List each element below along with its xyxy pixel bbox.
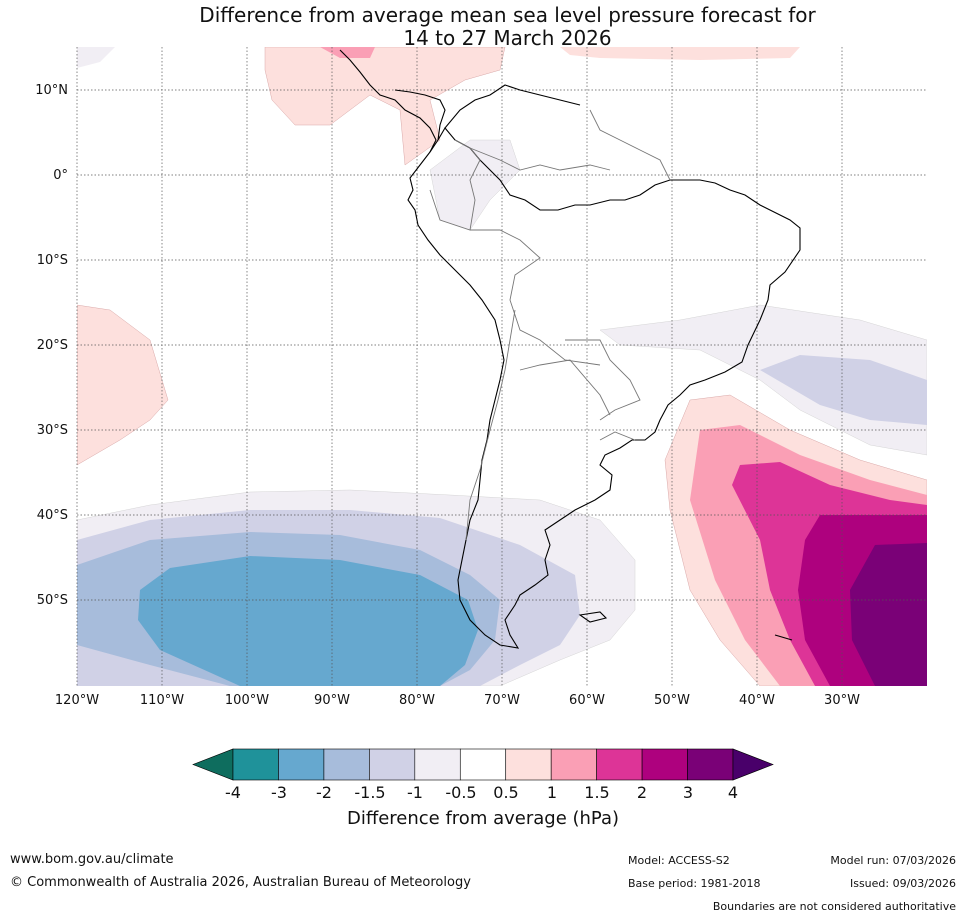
central-america-pacific-coast [394,89,446,141]
footer-model: Model: ACCESS-S2 [628,854,730,867]
border-uruguay [599,431,636,441]
colorbar-tick: 2 [636,783,648,802]
footer-disclaimer: Boundaries are not considered authoritat… [712,900,956,913]
anomaly-caribbean-positive [264,47,506,166]
colorbar-swatch [596,748,643,781]
anomaly-east-pacific-positive [77,304,169,466]
colorbar [192,748,774,781]
colorbar-tick: 1 [546,783,558,802]
colorbar-tick: 1.5 [584,783,610,802]
colorbar-tick: -0.5 [445,783,477,802]
lat-label-10n: 10°N [35,83,68,98]
colorbar-swatch [369,748,416,781]
graticule [76,47,927,686]
colorbar-extend-high [732,748,774,781]
anomaly-south-pacific-lower-band [77,645,230,686]
border-northern [469,147,611,171]
title-line-2: 14 to 27 March 2026 [403,26,612,50]
anomaly-southeast-pacific-negative-core [138,556,478,686]
lon-label-90w: 90°W [314,693,350,708]
colorbar-swatch [687,748,734,781]
colorbar-title: Difference from average (hPa) [346,808,620,829]
lon-label-40w: 40°W [739,693,775,708]
colorbar-swatch [414,748,461,781]
anomaly-pacific-north-negative [77,47,115,68]
colorbar-swatch [459,748,507,781]
colorbar-tick: 3 [682,783,694,802]
colorbar-tick: -4 [225,783,241,802]
lon-label-100w: 100°W [224,693,270,708]
title-line-1: Difference from average mean sea level p… [199,3,816,27]
south-georgia [774,634,793,641]
lon-label-70w: 70°W [484,693,520,708]
border-colombia [429,139,481,231]
lon-label-50w: 50°W [654,693,690,708]
footer-copyright: © Commonwealth of Australia 2026, Austra… [10,875,471,890]
colorbar-tick: 4 [727,783,739,802]
country-borders [429,109,671,541]
border-brazil-south [565,339,641,421]
lon-label-120w: 120°W [54,693,100,708]
central-america-coastline [339,49,437,153]
lon-label-60w: 60°W [569,693,605,708]
falkland-islands [578,611,608,623]
footer-base-period: Base period: 1981-2018 [628,877,761,890]
coastlines [339,49,801,649]
border-andes [465,309,516,541]
anomaly-caribbean-core [320,47,375,58]
lon-label-110w: 110°W [139,693,185,708]
border-guianas [589,109,671,181]
anomaly-south-atlantic-positive-max [850,543,927,686]
lat-label-40s: 40°S [36,508,68,523]
anomaly-south-atlantic-negative [599,304,927,456]
footer-model-run: Model run: 07/03/2026 [830,854,956,867]
lat-label-10s: 10°S [36,253,68,268]
colorbar-swatch [641,748,688,781]
border-brazil-west [470,229,601,366]
colorbar-tick-labels: -4 -3 -2 -1.5 -1 -0.5 0.5 1 1.5 2 3 4 [0,783,965,803]
border-argentina [519,359,611,416]
pressure-anomaly-field [77,47,927,686]
lat-label-20s: 20°S [36,338,68,353]
colorbar-extend-low [192,748,234,781]
lat-label-0: 0° [53,168,68,183]
footer-url: www.bom.gov.au/climate [10,852,174,867]
lat-label-30s: 30°S [36,423,68,438]
colorbar-swatch [278,748,325,781]
south-america-coastline [407,127,801,649]
caribbean-coast [444,84,581,129]
colorbar-swatch [505,748,552,781]
colorbar-tick: -1 [407,783,423,802]
colorbar-tick: 0.5 [493,783,519,802]
colorbar-swatch [323,748,370,781]
lat-label-50s: 50°S [36,593,68,608]
colorbar-tick: -1.5 [354,783,386,802]
colorbar-swatch [550,748,597,781]
colorbar-swatch [232,748,279,781]
colorbar-tick: -3 [271,783,287,802]
colorbar-tick: -2 [316,783,332,802]
lon-label-30w: 30°W [824,693,860,708]
lon-label-80w: 80°W [399,693,435,708]
anomaly-atlantic-north-positive [560,47,800,60]
anomaly-south-atlantic-negative-core [760,355,927,425]
footer-issued: Issued: 09/03/2026 [849,877,956,890]
map-title: Difference from average mean sea level p… [0,4,965,50]
